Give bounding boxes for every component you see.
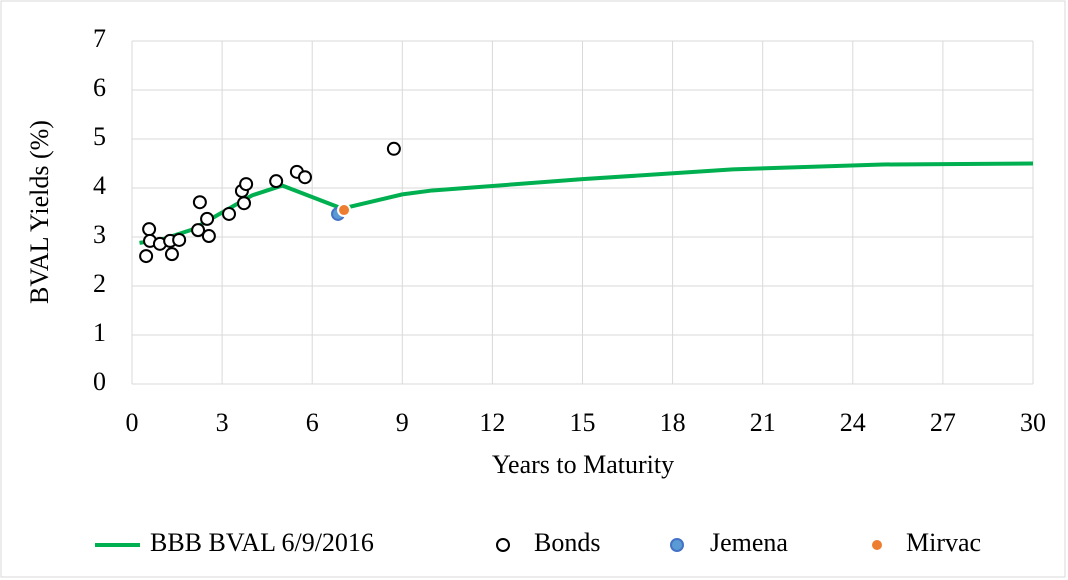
x-tick-label: 0 xyxy=(126,408,139,437)
y-tick-label: 4 xyxy=(93,171,106,200)
x-tick-label: 30 xyxy=(1020,408,1046,437)
data-point xyxy=(222,206,237,221)
x-tick-label: 9 xyxy=(396,408,409,437)
legend-label: Mirvac xyxy=(906,528,981,557)
x-tick-label: 6 xyxy=(306,408,319,437)
x-tick-label: 15 xyxy=(570,408,596,437)
data-point xyxy=(142,222,157,237)
data-point xyxy=(191,223,206,238)
legend-label: Jemena xyxy=(710,528,788,557)
data-point xyxy=(269,174,284,189)
y-tick-label: 0 xyxy=(93,367,106,396)
legend-label: Bonds xyxy=(534,528,600,557)
y-tick-label: 3 xyxy=(93,220,106,249)
y-tick-label: 1 xyxy=(93,318,106,347)
data-point xyxy=(239,177,254,192)
data-point xyxy=(172,232,187,247)
x-tick-label: 24 xyxy=(840,408,866,437)
data-point xyxy=(237,196,252,211)
data-point xyxy=(337,203,352,218)
data-point xyxy=(164,247,179,262)
data-point xyxy=(139,249,154,264)
x-axis-title: Years to Maturity xyxy=(492,450,674,479)
x-tick-label: 18 xyxy=(660,408,686,437)
data-point xyxy=(297,170,312,185)
data-point xyxy=(386,141,401,156)
y-axis-title: BVAL Yields (%) xyxy=(25,120,54,304)
data-point xyxy=(192,195,207,210)
legend-marker xyxy=(496,538,510,552)
legend-marker xyxy=(870,538,884,552)
x-tick-label: 27 xyxy=(930,408,956,437)
y-tick-label: 7 xyxy=(93,24,106,53)
y-tick-label: 6 xyxy=(93,73,106,102)
legend-marker xyxy=(670,538,684,552)
data-point xyxy=(201,229,216,244)
data-point xyxy=(200,211,215,226)
x-tick-label: 3 xyxy=(216,408,229,437)
x-tick-label: 21 xyxy=(750,408,776,437)
y-tick-label: 5 xyxy=(93,122,106,151)
x-tick-label: 12 xyxy=(479,408,505,437)
legend-label: BBB BVAL 6/9/2016 xyxy=(150,528,374,557)
y-tick-label: 2 xyxy=(93,269,106,298)
